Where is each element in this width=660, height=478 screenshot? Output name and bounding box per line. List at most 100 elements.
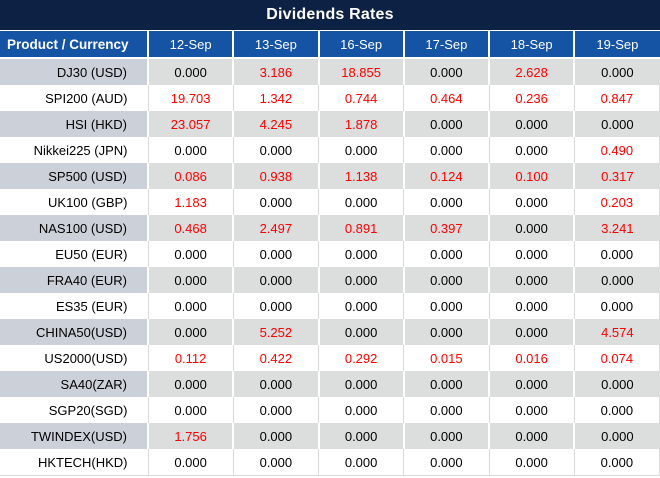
value-cell: 0.124 [403, 163, 491, 189]
table-row: DJ30 (USD) 0.000 3.186 18.855 0.000 2.628 0.00… [0, 58, 660, 85]
date-column-header: 19-Sep [573, 30, 660, 59]
value-cell: 0.000 [147, 137, 234, 163]
table-row: SP500 (USD) 0.086 0.938 1.138 0.124 0.100 0.31… [0, 163, 660, 189]
value-cell: 0.086 [148, 163, 235, 189]
value-cell: 1.183 [147, 189, 234, 215]
date-column-header: 16-Sep [317, 30, 404, 59]
value-cell: 0.000 [317, 241, 405, 267]
value-cell: 0.000 [403, 189, 490, 215]
value-cell: 18.855 [318, 58, 405, 85]
product-cell: ES35 (EUR) [0, 293, 148, 319]
value-cell: 5.252 [233, 319, 320, 345]
table-row: HSI (HKD) 23.057 4.245 1.878 0.000 0.000 0.000 [0, 111, 660, 137]
value-cell: 0.000 [403, 58, 491, 85]
value-cell: 0.016 [488, 345, 575, 371]
value-cell: 0.000 [403, 293, 490, 319]
product-cell: US2000(USD) [0, 345, 148, 371]
value-cell: 0.000 [488, 449, 575, 476]
value-cell: 23.057 [148, 111, 235, 137]
value-cell: 0.074 [573, 345, 660, 371]
value-cell: 0.292 [317, 345, 405, 371]
table-row: UK100 (GBP) 1.183 0.000 0.000 0.000 0.000 0.20… [0, 189, 660, 215]
value-cell: 0.000 [317, 449, 405, 476]
value-cell: 0.000 [489, 267, 576, 293]
value-cell: 0.000 [489, 371, 576, 397]
table-body: DJ30 (USD) 0.000 3.186 18.855 0.000 2.628 0.00… [0, 58, 660, 476]
product-cell: CHINA50(USD) [0, 319, 149, 345]
value-cell: 0.236 [488, 85, 575, 111]
table-row: SA40(ZAR) 0.000 0.000 0.000 0.000 0.000 0.000 [0, 371, 660, 397]
value-cell: 0.000 [489, 111, 576, 137]
value-cell: 1.138 [318, 163, 405, 189]
product-cell: NAS100 (USD) [0, 215, 149, 241]
value-cell: 0.000 [488, 137, 575, 163]
value-cell: 0.000 [403, 371, 491, 397]
value-cell: 0.847 [573, 85, 660, 111]
value-cell: 0.000 [573, 449, 660, 476]
value-cell: 0.000 [148, 267, 235, 293]
product-cell: HKTECH(HKD) [0, 449, 148, 476]
product-cell: FRA40 (EUR) [0, 267, 149, 293]
value-cell: 0.000 [317, 397, 405, 423]
value-cell: 1.878 [318, 111, 405, 137]
table-header: Product / Currency 12-Sep 13-Sep 16-Sep 17-… [0, 30, 660, 59]
product-cell: TWINDEX(USD) [0, 423, 149, 449]
value-cell: 0.938 [233, 163, 320, 189]
value-cell: 0.000 [148, 371, 235, 397]
table-row: TWINDEX(USD) 1.756 0.000 0.000 0.000 0.000 0.0… [0, 423, 660, 449]
value-cell: 0.000 [573, 293, 660, 319]
value-cell: 0.000 [318, 319, 405, 345]
table-row: CHINA50(USD) 0.000 5.252 0.000 0.000 0.000 4.5… [0, 319, 660, 345]
value-cell: 19.703 [147, 85, 234, 111]
product-cell: Nikkei225 (JPN) [0, 137, 148, 163]
value-cell: 1.342 [232, 85, 320, 111]
value-cell: 0.000 [489, 423, 576, 449]
value-cell: 0.000 [232, 397, 320, 423]
value-cell: 3.241 [574, 215, 660, 241]
value-cell: 0.000 [574, 267, 660, 293]
value-cell: 0.468 [148, 215, 235, 241]
value-cell: 0.000 [403, 111, 491, 137]
product-cell: EU50 (EUR) [0, 241, 148, 267]
product-cell: HSI (HKD) [0, 111, 149, 137]
dividends-rates-table: Product / Currency 12-Sep 13-Sep 16-Sep 17-… [0, 30, 660, 476]
value-cell: 4.245 [233, 111, 320, 137]
product-cell: UK100 (GBP) [0, 189, 148, 215]
value-cell: 0.000 [148, 319, 235, 345]
value-cell: 0.000 [488, 189, 575, 215]
value-cell: 0.000 [403, 397, 490, 423]
table-row: EU50 (EUR) 0.000 0.000 0.000 0.000 0.000 0.000 [0, 241, 660, 267]
table-row: SGP20(SGD) 0.000 0.000 0.000 0.000 0.000 0.000 [0, 397, 660, 423]
value-cell: 0.000 [147, 241, 234, 267]
value-cell: 0.000 [232, 189, 320, 215]
value-cell: 0.490 [573, 137, 660, 163]
value-cell: 0.000 [573, 241, 660, 267]
table-row: NAS100 (USD) 0.468 2.497 0.891 0.397 0.000 3.2… [0, 215, 660, 241]
table-row: FRA40 (EUR) 0.000 0.000 0.000 0.000 0.000 0.00… [0, 267, 660, 293]
product-cell: SP500 (USD) [0, 163, 149, 189]
table-row: HKTECH(HKD) 0.000 0.000 0.000 0.000 0.000 0.00… [0, 449, 660, 476]
product-cell: DJ30 (USD) [0, 58, 149, 85]
product-cell: SGP20(SGD) [0, 397, 148, 423]
value-cell: 0.000 [488, 293, 575, 319]
value-cell: 0.000 [317, 189, 405, 215]
value-cell: 0.000 [232, 293, 320, 319]
value-cell: 0.000 [318, 371, 405, 397]
value-cell: 0.000 [488, 241, 575, 267]
value-cell: 0.000 [233, 423, 320, 449]
value-cell: 0.000 [403, 137, 490, 163]
value-cell: 4.574 [574, 319, 660, 345]
value-cell: 0.000 [147, 449, 234, 476]
value-cell: 0.000 [318, 267, 405, 293]
header-row: Product / Currency 12-Sep 13-Sep 16-Sep 17-… [0, 30, 660, 59]
value-cell: 0.000 [147, 397, 234, 423]
value-cell: 0.000 [147, 293, 234, 319]
date-column-header: 13-Sep [232, 30, 319, 59]
value-cell: 0.112 [147, 345, 234, 371]
table-row: ES35 (EUR) 0.000 0.000 0.000 0.000 0.000 0.000 [0, 293, 660, 319]
value-cell: 0.000 [317, 137, 405, 163]
value-cell: 0.000 [403, 241, 490, 267]
value-cell: 0.464 [403, 85, 490, 111]
table-row: Nikkei225 (JPN) 0.000 0.000 0.000 0.000 0.000… [0, 137, 660, 163]
